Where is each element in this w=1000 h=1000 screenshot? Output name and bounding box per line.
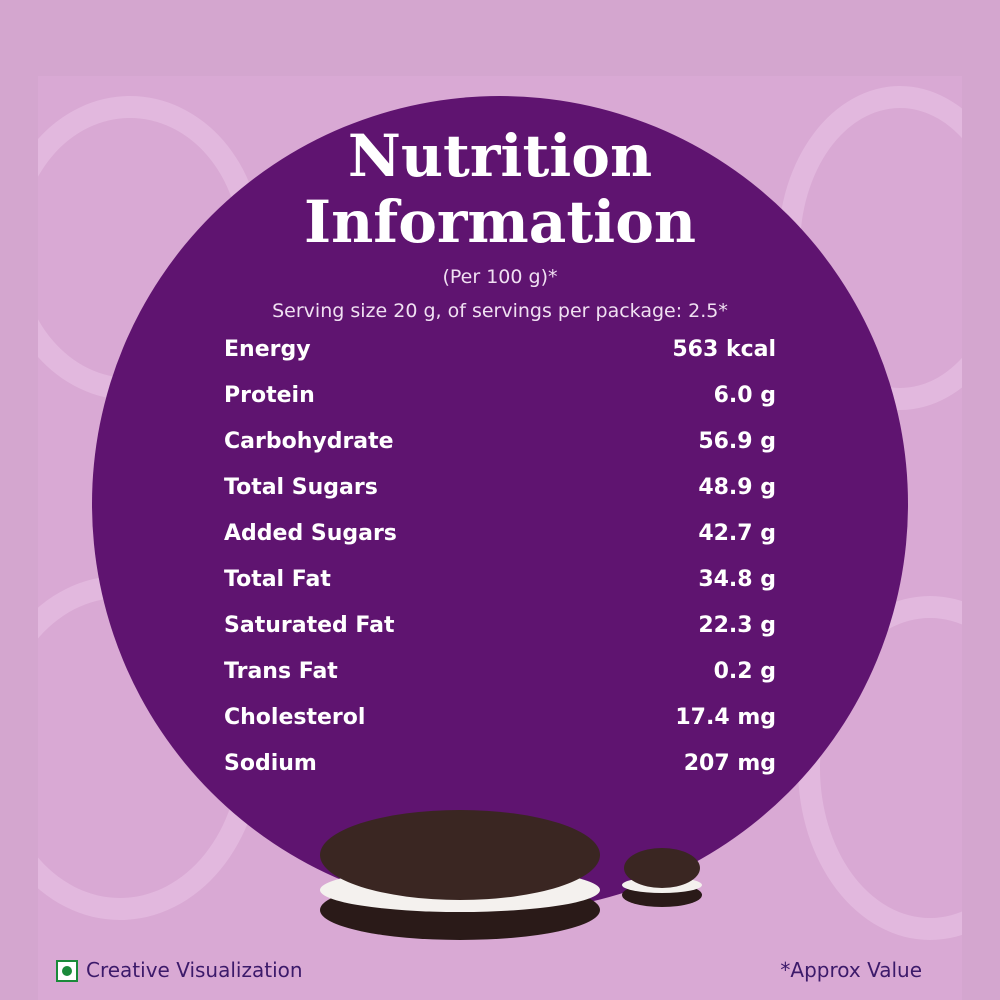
nutrient-name: Total Sugars [224, 475, 378, 500]
nutrient-name: Cholesterol [224, 705, 366, 730]
nutrition-row: Carbohydrate 56.9 g [224, 429, 776, 454]
title: Nutrition [347, 122, 653, 190]
nutrient-name: Sodium [224, 751, 317, 776]
nutrition-row: Sodium 207 mg [224, 751, 776, 776]
veg-icon [56, 960, 78, 982]
footer-right: *Approx Value [780, 958, 922, 982]
nutrient-value: 0.2 g [713, 659, 776, 684]
nutrient-value: 22.3 g [698, 613, 776, 638]
footer-left: Creative Visualization [86, 958, 303, 982]
nutrient-value: 56.9 g [698, 429, 776, 454]
nutrient-value: 17.4 mg [675, 705, 776, 730]
serving-text: Serving size 20 g, of servings per packa… [272, 300, 728, 322]
nutrient-name: Energy [224, 337, 311, 362]
nutrition-row: Total Sugars 48.9 g [224, 475, 776, 500]
nutrient-name: Added Sugars [224, 521, 397, 546]
per-text: (Per 100 g)* [442, 266, 558, 288]
cookie-image [320, 810, 702, 940]
nutrition-row: Protein 6.0 g [224, 383, 776, 408]
nutrition-row: Added Sugars 42.7 g [224, 521, 776, 546]
nutrition-row: Total Fat 34.8 g [224, 567, 776, 592]
nutrition-row: Trans Fat 0.2 g [224, 659, 776, 684]
nutrition-row: Cholesterol 17.4 mg [224, 705, 776, 730]
nutrient-name: Total Fat [224, 567, 331, 592]
nutrient-value: 42.7 g [698, 521, 776, 546]
nutrition-row: Saturated Fat 22.3 g [224, 613, 776, 638]
nutrient-value: 563 kcal [672, 337, 776, 362]
nutrient-value: 207 mg [683, 751, 776, 776]
title: Information [303, 188, 697, 256]
nutrition-row: Energy 563 kcal [224, 337, 776, 362]
nutrient-name: Trans Fat [224, 659, 338, 684]
nutrient-name: Saturated Fat [224, 613, 395, 638]
nutrient-value: 48.9 g [698, 475, 776, 500]
nutrient-name: Protein [224, 383, 315, 408]
nutrient-value: 34.8 g [698, 567, 776, 592]
circle-background [92, 96, 908, 912]
nutrient-value: 6.0 g [713, 383, 776, 408]
nutrient-name: Carbohydrate [224, 429, 394, 454]
